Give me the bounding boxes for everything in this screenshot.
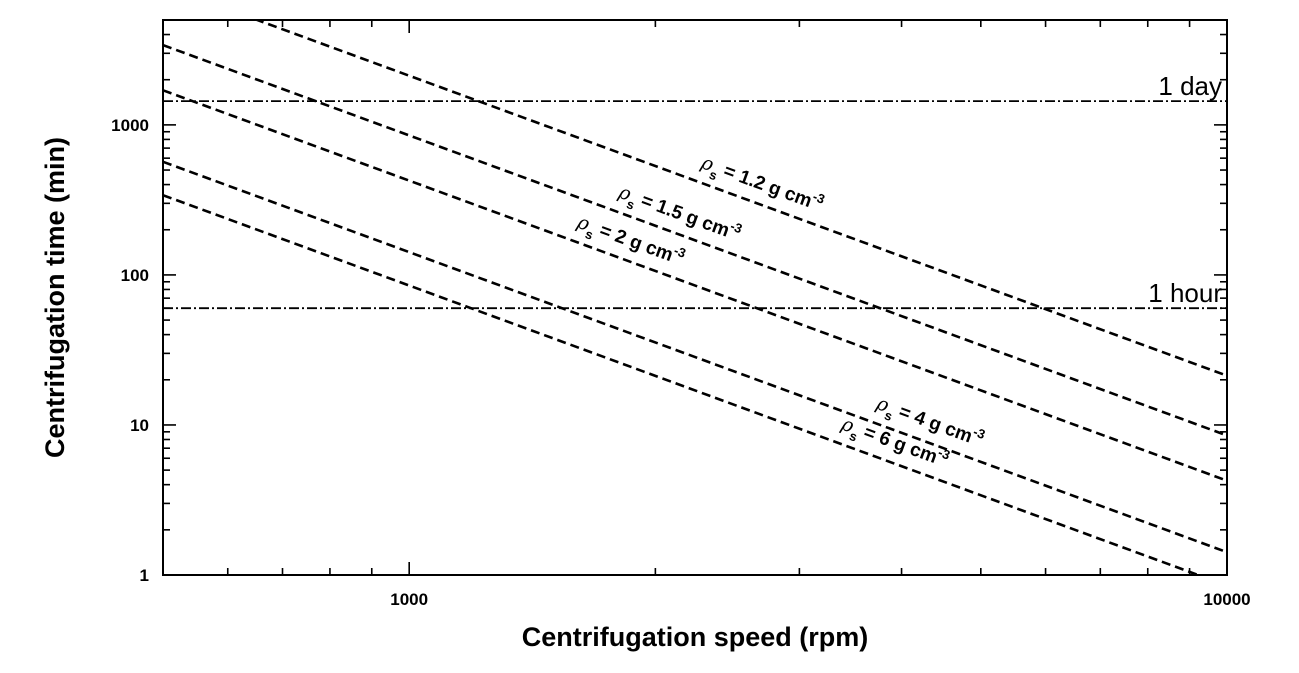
reference-line-label-2: 1 hour <box>1148 278 1222 308</box>
series-line-5 <box>163 193 1202 575</box>
y-tick-label: 100 <box>121 266 149 285</box>
series-label-1: ρs = 1.2 g cm-3 <box>696 148 827 220</box>
y-axis-title: Centrifugation time (min) <box>40 137 70 458</box>
series-line-1 <box>253 20 1227 377</box>
ticks-layer <box>162 19 1228 576</box>
plot-frame <box>162 19 1228 576</box>
x-axis-title: Centrifugation speed (rpm) <box>522 622 869 652</box>
labels-layer: 1 day 1 hour 1000 10000 1 10 100 1000 ρs = 1.2 g… <box>111 71 1250 609</box>
y-tick-label: 1 <box>140 566 149 585</box>
y-tick-label: 1000 <box>111 116 149 135</box>
series-line-2 <box>163 43 1227 437</box>
series-line-3 <box>163 89 1227 482</box>
y-tick-label: 10 <box>130 416 149 435</box>
series-line-4 <box>163 160 1227 554</box>
reference-line-label-1: 1 day <box>1158 71 1222 101</box>
series-layer <box>163 20 1227 575</box>
reference-lines-layer <box>163 100 1227 310</box>
x-tick-label: 10000 <box>1203 590 1250 609</box>
x-tick-label: 1000 <box>390 590 428 609</box>
